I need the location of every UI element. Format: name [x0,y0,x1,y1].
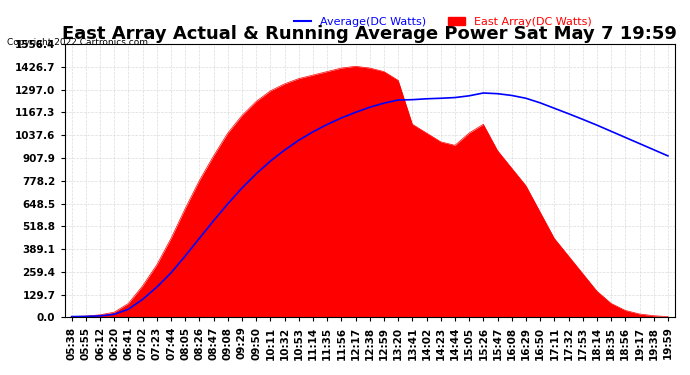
Legend: Average(DC Watts), East Array(DC Watts): Average(DC Watts), East Array(DC Watts) [295,17,591,27]
Title: East Array Actual & Running Average Power Sat May 7 19:59: East Array Actual & Running Average Powe… [62,24,677,42]
Text: Copyright 2022 Cartronics.com: Copyright 2022 Cartronics.com [7,38,148,47]
